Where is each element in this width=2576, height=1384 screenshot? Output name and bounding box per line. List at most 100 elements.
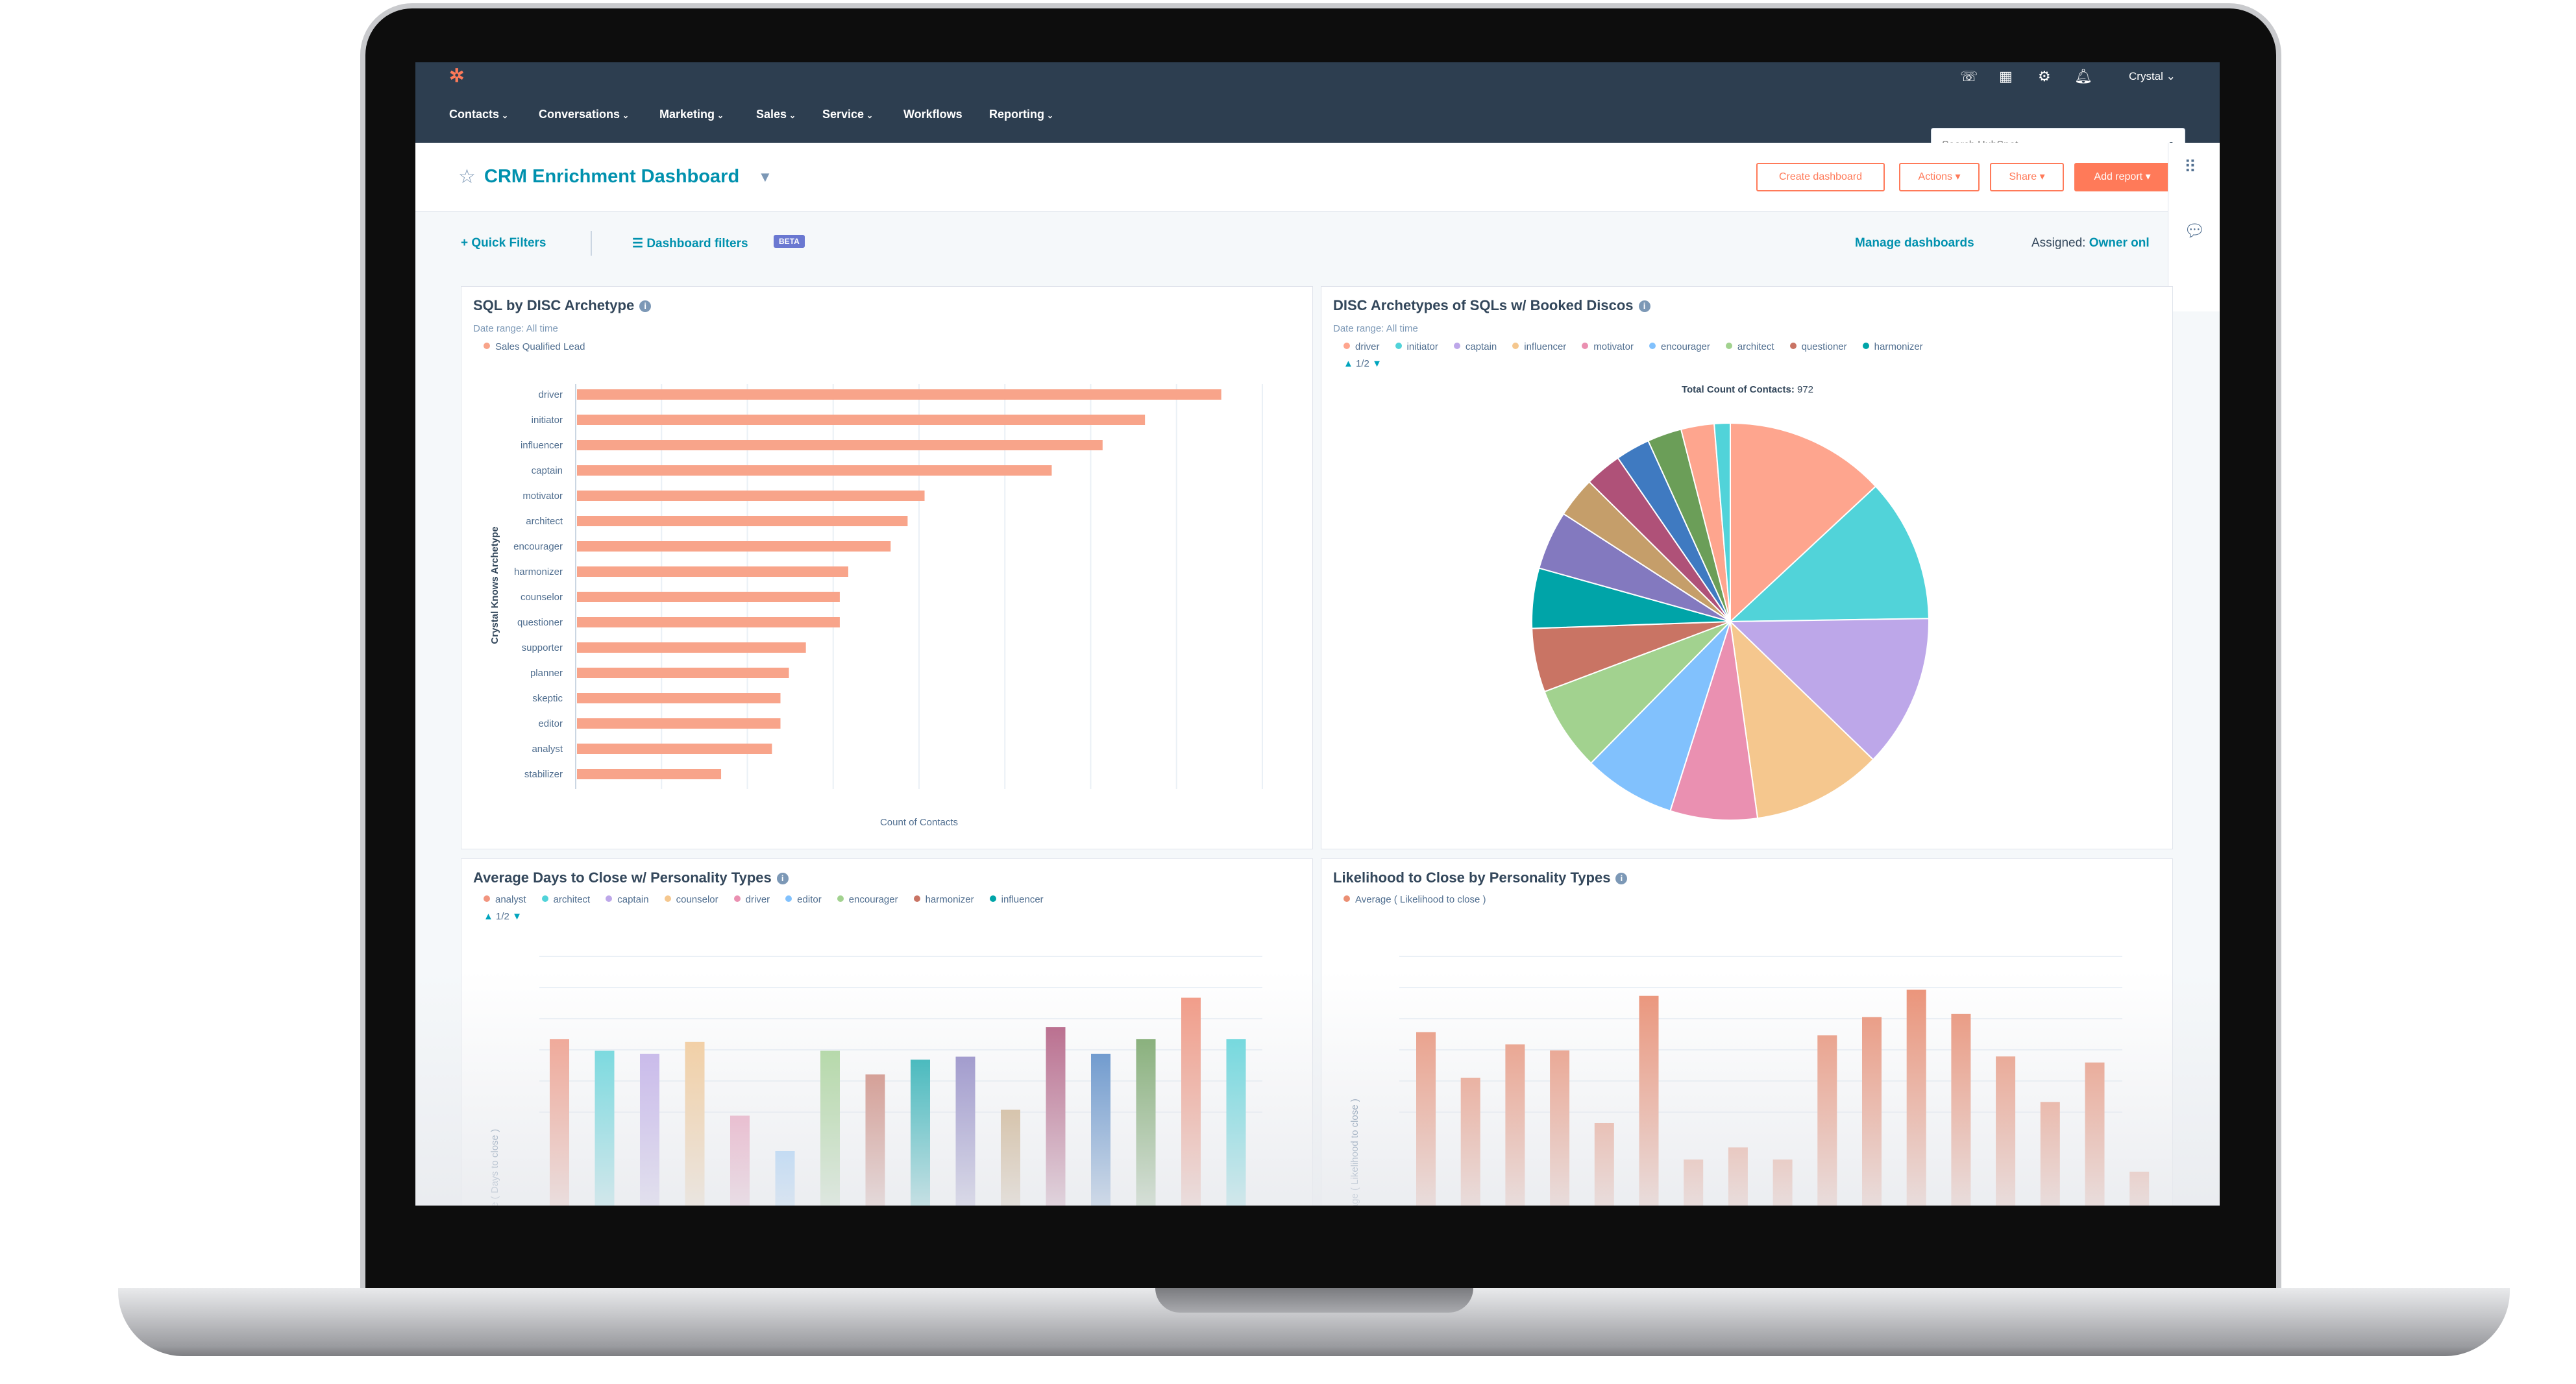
chat-icon[interactable]: 💬︎ (2184, 221, 2206, 240)
chevron-down-icon: ⌄ (866, 111, 874, 120)
column-bar (1550, 1050, 1570, 1206)
legend-item[interactable]: influencer (1512, 341, 1566, 352)
bar (577, 566, 848, 577)
legend-item[interactable]: Average ( Likelihood to close ) (1343, 894, 1486, 905)
info-icon[interactable]: i (776, 873, 789, 884)
nav-reporting[interactable]: Reporting ⌄ (989, 108, 1054, 121)
column-bar (1996, 1056, 2016, 1206)
legend-item[interactable]: counselor (664, 894, 718, 905)
add-report-button[interactable]: Add report ▾ (2074, 163, 2170, 191)
assigned-filter[interactable]: Assigned: Owner onl (2031, 236, 2150, 250)
category-tick-label: initiator (532, 415, 563, 426)
notifications-bell-icon[interactable]: 🔔︎ (2074, 68, 2092, 84)
caret-down-icon[interactable]: ▼ (758, 169, 772, 185)
favorite-star-icon[interactable]: ☆ (458, 166, 476, 188)
pie-total-label: Total Count of Contacts: 972 (1681, 384, 1814, 395)
chart-legend: Sales Qualified Lead (484, 341, 600, 352)
chevron-down-icon: ⌄ (1047, 111, 1054, 120)
chevron-down-icon: ⌄ (622, 111, 630, 120)
column-bar (1505, 1044, 1525, 1206)
legend-item[interactable]: encourager (1649, 341, 1710, 352)
settings-gear-icon[interactable]: ⚙ (2038, 68, 2051, 84)
column-bar (2129, 1171, 2150, 1206)
column-bar (955, 1056, 975, 1206)
legend-item[interactable]: architect (541, 894, 590, 905)
x-axis-title: Count of Contacts (880, 817, 958, 828)
legend-item[interactable]: motivator (1582, 341, 1634, 352)
marketplace-icon[interactable]: ▦ (1999, 68, 2013, 84)
category-tick-label: planner (530, 668, 563, 679)
pager-down-icon: ▼ (512, 911, 522, 922)
nav-service[interactable]: Service ⌄ (822, 108, 874, 121)
actions-button[interactable]: Actions ▾ (1899, 163, 1980, 191)
pie-slice (1729, 620, 1874, 819)
legend-item[interactable]: Sales Qualified Lead (484, 341, 585, 352)
main-nav: Contacts ⌄ Conversations ⌄ Marketing ⌄ Sale… (415, 91, 2220, 163)
column-bar (1773, 1159, 1793, 1206)
info-icon[interactable]: i (1638, 300, 1650, 312)
legend-item[interactable]: initiator (1395, 341, 1438, 352)
legend-item[interactable]: analyst (484, 894, 526, 905)
column-bar (640, 1054, 659, 1206)
info-icon[interactable]: i (1615, 873, 1628, 884)
column-bar (1001, 1110, 1020, 1206)
column-bar (1728, 1147, 1748, 1206)
pie-chart (1531, 422, 1930, 821)
dashboard-filters-button[interactable]: ☰ Dashboard filters (632, 237, 748, 250)
quick-filters-button[interactable]: + Quick Filters (461, 236, 546, 250)
bar (577, 389, 1221, 400)
apps-grid-icon[interactable]: ⠿ (2184, 157, 2197, 176)
nav-workflows[interactable]: Workflows (903, 108, 963, 121)
column-bar (911, 1060, 930, 1206)
calling-icon[interactable]: ☏ (1960, 68, 1978, 84)
column-bar (1951, 1014, 1971, 1206)
legend-item[interactable]: encourager (837, 894, 898, 905)
share-button[interactable]: Share ▾ (1990, 163, 2064, 191)
card-title: DISC Archetypes of SQLs w/ Booked Discos… (1333, 297, 1650, 314)
nav-contacts[interactable]: Contacts ⌄ (449, 108, 509, 121)
category-tick-label: architect (526, 516, 563, 527)
bar (577, 541, 891, 552)
bar (577, 744, 772, 754)
nav-marketing[interactable]: Marketing ⌄ (659, 108, 724, 121)
legend-item[interactable]: influencer (989, 894, 1044, 905)
card-sql-by-disc: SQL by DISC Archetype i Date range: All t… (461, 286, 1313, 849)
nav-sales[interactable]: Sales ⌄ (756, 108, 796, 121)
card-likelihood-to-close: Likelihood to Close by Personality Types… (1321, 858, 2173, 1206)
pager-up-icon: ▲ (1343, 358, 1353, 369)
user-menu[interactable]: Crystal ⌄ (2129, 70, 2176, 83)
legend-item[interactable]: driver (1343, 341, 1380, 352)
sprocket-logo-icon[interactable]: ✲ (449, 66, 465, 86)
legend-item[interactable]: editor (785, 894, 822, 905)
beta-badge: BETA (774, 235, 805, 248)
date-range: Date range: All time (473, 323, 558, 334)
category-tick-label: editor (538, 718, 563, 729)
category-tick-label: harmonizer (514, 566, 563, 577)
y-axis-title: Average ( Likelihood to close ) (1349, 1099, 1360, 1206)
column-bar (1136, 1039, 1156, 1206)
legend-item[interactable]: harmonizer (913, 894, 974, 905)
bar (577, 491, 925, 501)
info-icon[interactable]: i (639, 300, 652, 312)
pie-slice (1543, 621, 1731, 764)
dashboard-title[interactable]: CRM Enrichment Dashboard (484, 166, 740, 187)
nav-conversations[interactable]: Conversations ⌄ (539, 108, 630, 121)
legend-item[interactable]: architect (1725, 341, 1774, 352)
column-bar (1684, 1159, 1704, 1206)
legend-item[interactable]: captain (1453, 341, 1497, 352)
plus-icon: + (461, 236, 472, 250)
pager-up-icon: ▲ (484, 911, 493, 922)
legend-item[interactable]: questioner (1789, 341, 1847, 352)
manage-dashboards-link[interactable]: Manage dashboards (1855, 236, 1974, 250)
create-dashboard-button[interactable]: Create dashboard (1756, 163, 1885, 191)
bar (577, 668, 789, 678)
legend-item[interactable]: harmonizer (1862, 341, 1923, 352)
legend-item[interactable]: captain (606, 894, 649, 905)
legend-pager[interactable]: ▲ 1/2 ▼ (484, 911, 522, 922)
legend-pager[interactable]: ▲ 1/2 ▼ (1343, 358, 1382, 369)
pie-slice (1728, 485, 1930, 623)
bar (577, 516, 908, 526)
legend-item[interactable]: driver (733, 894, 770, 905)
category-tick-label: captain (532, 465, 563, 476)
pie-slice (1589, 621, 1731, 812)
